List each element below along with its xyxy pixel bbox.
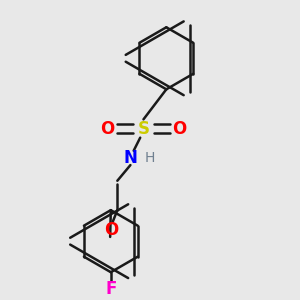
Text: H: H [145,151,155,165]
Text: O: O [100,119,115,137]
Text: O: O [172,119,187,137]
Text: O: O [104,221,118,239]
Text: F: F [105,280,116,298]
Text: N: N [124,149,137,167]
Text: S: S [137,119,149,137]
